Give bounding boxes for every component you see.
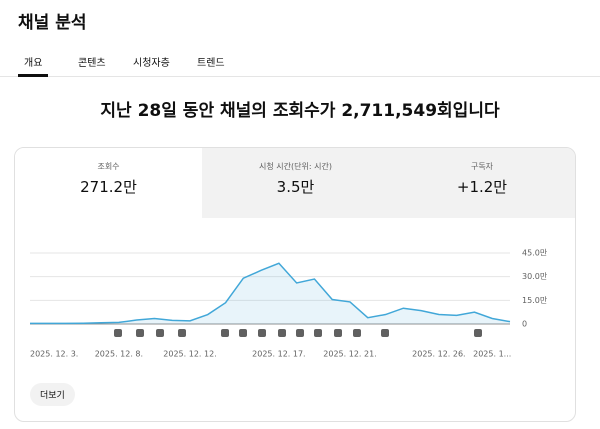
y-tick-label: 45.0만	[522, 249, 548, 258]
tab[interactable]: 개요	[24, 58, 43, 69]
y-tick-label: 30.0만	[522, 272, 548, 281]
metric-label: 구독자	[470, 162, 494, 171]
upload-markers	[114, 329, 482, 337]
x-tick-label: 2025. 12. 17.	[252, 350, 305, 359]
x-tick-label: 2025. 12. 26.	[412, 350, 465, 359]
card: 조회수 271.2만 시청 시간(단위: 시간) 3.5만 구독자 +1.2만	[14, 147, 576, 422]
metric-value: +1.2만	[456, 178, 508, 196]
more-button[interactable]: 더보기	[30, 383, 75, 406]
page-title: 채널 분석	[18, 13, 87, 33]
tab[interactable]: 트렌드	[197, 58, 225, 69]
y-tick-label: 15.0만	[522, 296, 548, 305]
tab-indicator	[18, 74, 48, 77]
x-tick-label: 2025. 12. 21.	[323, 350, 376, 359]
line	[30, 262, 511, 325]
x-tick-label: 2025. 12. 12.	[163, 350, 216, 359]
metric-label: 시청 시간(단위: 시간)	[259, 162, 332, 171]
y-tick-label: 0	[522, 320, 527, 329]
metric-tab[interactable]: 구독자 +1.2만	[389, 148, 575, 218]
metric-tab[interactable]: 시청 시간(단위: 시간) 3.5만	[202, 148, 389, 218]
x-tick-label: 2025. 12. 3.	[30, 350, 78, 359]
tab[interactable]: 콘텐츠	[78, 58, 106, 69]
divider	[0, 76, 600, 77]
metric-tab[interactable]: 조회수 271.2만	[15, 148, 202, 218]
x-tick-label: 2025. 12. 8.	[95, 350, 143, 359]
metric-label: 조회수	[97, 162, 120, 171]
metric-value: 271.2만	[80, 178, 137, 196]
x-tick-label: 2025. 1...	[473, 350, 511, 359]
area-fill	[30, 263, 510, 324]
tab[interactable]: 시청자층	[133, 58, 170, 69]
headline: 지난 28일 동안 채널의 조회수가 2,711,549회입니다	[100, 101, 500, 121]
metric-value: 3.5만	[276, 178, 315, 196]
